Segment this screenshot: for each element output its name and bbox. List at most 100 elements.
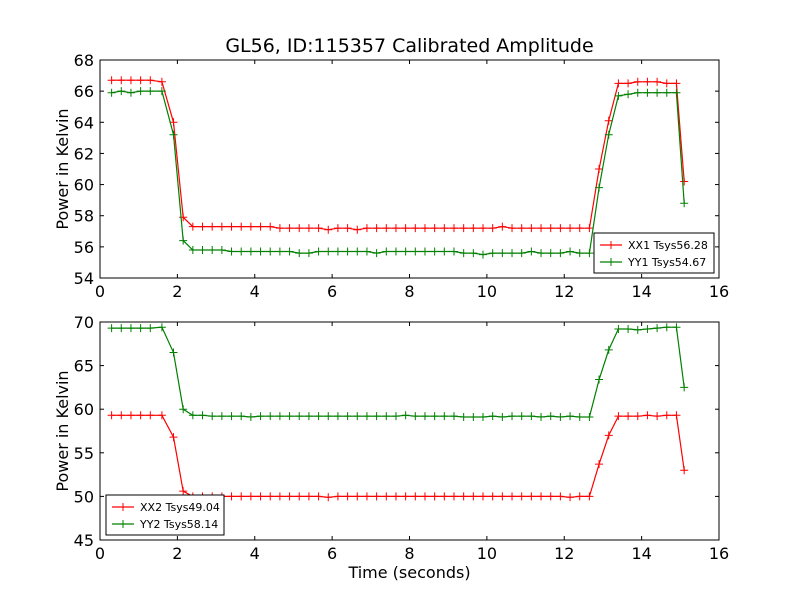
data-point xyxy=(459,224,468,233)
data-point xyxy=(430,224,439,233)
data-point xyxy=(237,247,246,256)
data-point xyxy=(546,249,555,258)
data-point xyxy=(179,487,188,496)
data-point xyxy=(449,492,458,501)
data-point xyxy=(488,224,497,233)
data-point xyxy=(285,247,294,256)
data-point xyxy=(566,224,575,233)
data-point xyxy=(343,247,352,256)
data-point xyxy=(440,412,449,421)
x-tick-label: 4 xyxy=(250,282,260,301)
data-point xyxy=(469,224,478,233)
data-point xyxy=(672,411,681,420)
data-point xyxy=(420,492,429,501)
data-point xyxy=(275,224,284,233)
data-point xyxy=(508,224,517,233)
data-point xyxy=(227,492,236,501)
data-point xyxy=(420,224,429,233)
data-point xyxy=(653,88,662,97)
data-point xyxy=(546,412,555,421)
x-tick-label: 10 xyxy=(477,544,497,563)
chart-title: GL56, ID:115357 Calibrated Amplitude xyxy=(225,35,593,57)
data-point xyxy=(488,412,497,421)
data-point xyxy=(488,492,497,501)
data-point xyxy=(324,225,333,234)
data-point xyxy=(304,249,313,258)
data-point xyxy=(343,412,352,421)
data-point xyxy=(256,492,265,501)
y-tick-label: 68 xyxy=(74,51,94,70)
data-point xyxy=(126,88,135,97)
data-point xyxy=(217,412,226,421)
data-point xyxy=(575,492,584,501)
data-point xyxy=(537,492,546,501)
y-tick-label: 56 xyxy=(74,238,94,257)
data-point xyxy=(126,324,135,333)
data-point xyxy=(314,412,323,421)
data-point xyxy=(246,492,255,501)
x-tick-label: 14 xyxy=(631,544,651,563)
data-point xyxy=(188,411,197,420)
data-point xyxy=(459,249,468,258)
data-point xyxy=(198,222,207,231)
data-point xyxy=(643,88,652,97)
data-point xyxy=(411,247,420,256)
data-point xyxy=(157,77,166,86)
data-point xyxy=(188,245,197,254)
data-point xyxy=(517,412,526,421)
data-point xyxy=(556,224,565,233)
data-point xyxy=(146,324,155,333)
data-point xyxy=(479,413,488,422)
x-tick-label: 10 xyxy=(477,282,497,301)
data-point xyxy=(353,225,362,234)
data-point xyxy=(382,224,391,233)
data-point xyxy=(527,224,536,233)
data-point xyxy=(391,247,400,256)
data-point xyxy=(420,247,429,256)
data-point xyxy=(208,412,217,421)
data-point xyxy=(179,405,188,414)
data-point xyxy=(556,249,565,258)
data-point xyxy=(208,222,217,231)
data-point xyxy=(440,247,449,256)
series-line-1-1 xyxy=(111,79,685,231)
data-point xyxy=(157,323,166,332)
data-point xyxy=(227,412,236,421)
data-point xyxy=(169,348,178,357)
data-point xyxy=(314,247,323,256)
data-point xyxy=(420,412,429,421)
data-point xyxy=(566,493,575,502)
data-point xyxy=(275,247,284,256)
data-point xyxy=(314,224,323,233)
data-point xyxy=(208,245,217,254)
data-point xyxy=(333,492,342,501)
data-point xyxy=(372,492,381,501)
data-point xyxy=(285,492,294,501)
data-point xyxy=(653,412,662,421)
data-point xyxy=(411,412,420,421)
data-point xyxy=(624,412,633,421)
data-point xyxy=(117,87,126,96)
data-point xyxy=(662,323,671,332)
data-point xyxy=(527,492,536,501)
data-point xyxy=(107,324,116,333)
data-point xyxy=(633,88,642,97)
data-point xyxy=(575,413,584,422)
x-tick-label: 6 xyxy=(327,282,337,301)
data-point xyxy=(391,224,400,233)
x-tick-label: 12 xyxy=(554,544,574,563)
series-line-2-1 xyxy=(111,414,685,498)
data-point xyxy=(643,324,652,333)
data-point xyxy=(333,224,342,233)
data-point xyxy=(662,88,671,97)
data-point xyxy=(614,412,623,421)
data-point xyxy=(575,224,584,233)
data-point xyxy=(117,411,126,420)
legend-label: XX2 Tsys49.04 xyxy=(140,501,220,514)
data-point xyxy=(498,413,507,422)
data-point xyxy=(662,79,671,88)
data-point xyxy=(680,466,689,475)
data-point xyxy=(479,492,488,501)
data-point xyxy=(566,412,575,421)
